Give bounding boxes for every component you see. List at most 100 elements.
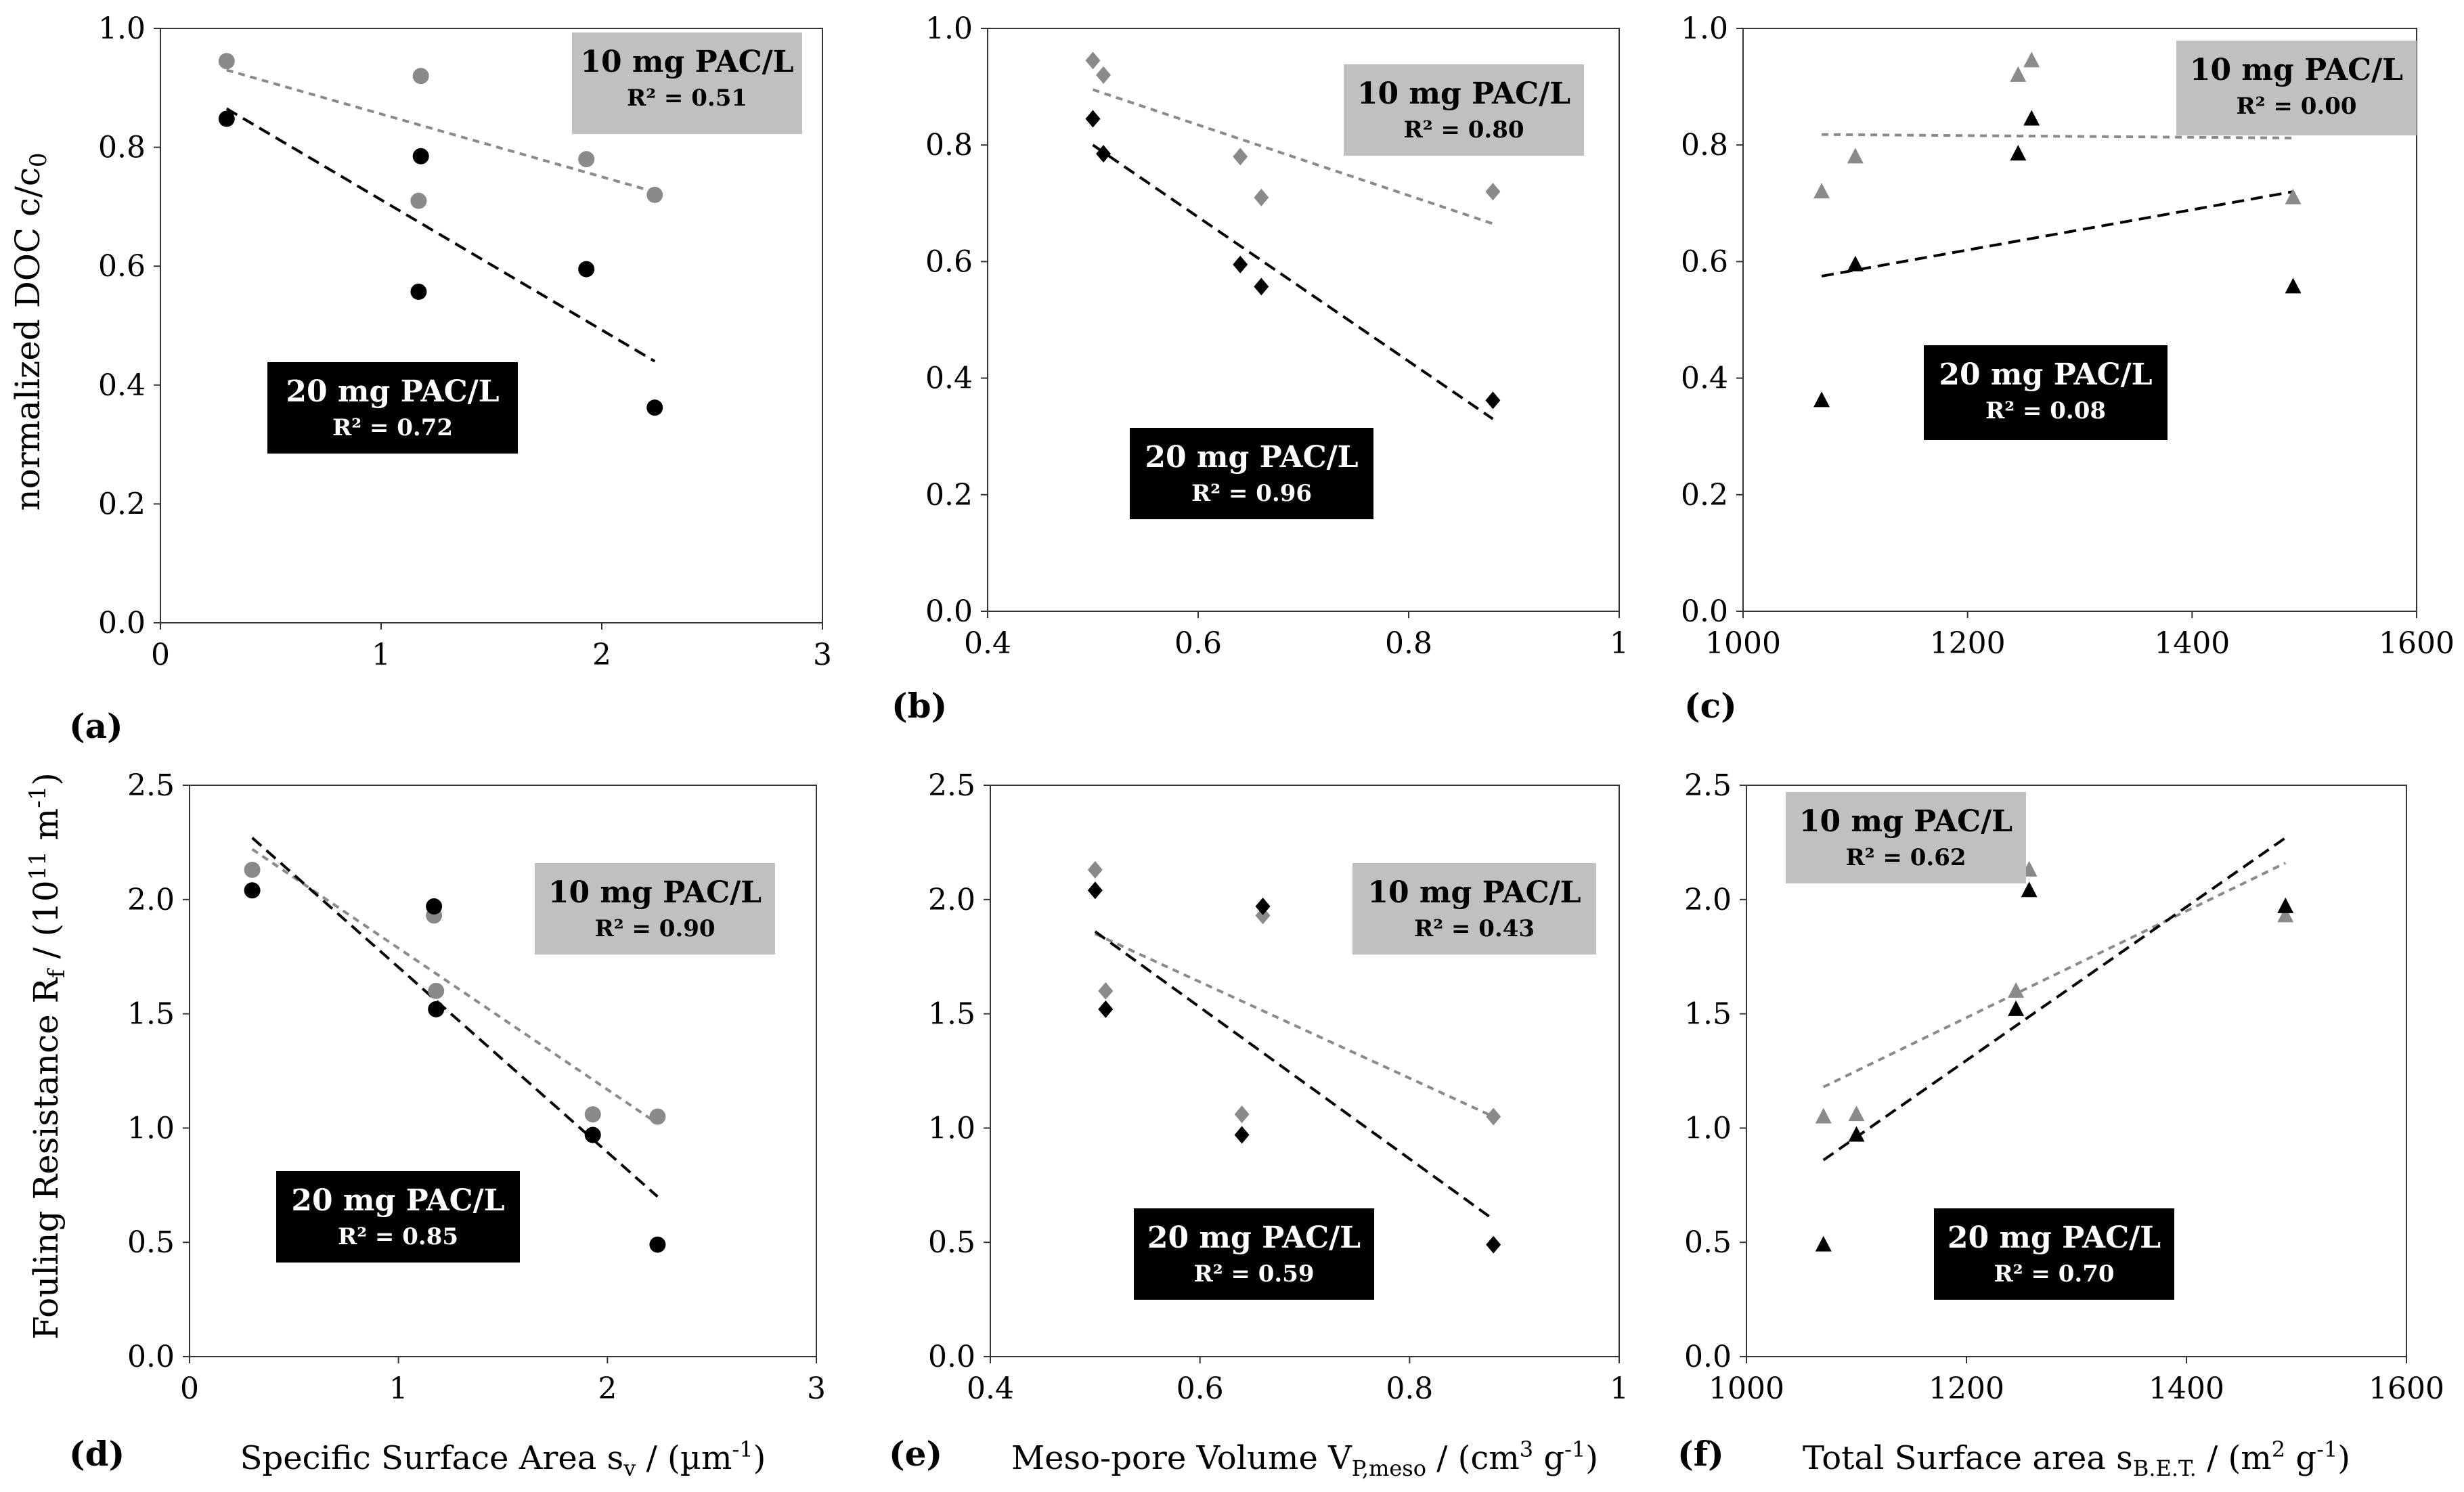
trendline-black — [1094, 930, 1495, 1221]
plot-frame — [1742, 28, 2417, 612]
trendline-black — [1092, 144, 1494, 420]
y-tick-label: 0.8 — [925, 128, 973, 162]
data-point-black — [2285, 278, 2302, 294]
panel-label-a: (a) — [69, 706, 123, 746]
annotation-r2: R² = 0.80 — [1403, 116, 1524, 144]
data-point-gray — [1815, 1107, 1832, 1124]
data-point-black — [2008, 1000, 2025, 1016]
y-tick-label: 1.0 — [928, 1111, 975, 1145]
x-tick-label: 1200 — [1930, 626, 2006, 661]
y-tick-label: 0.2 — [98, 487, 146, 521]
data-point-black — [2277, 897, 2294, 913]
annotation-box-black — [1134, 1208, 1374, 1300]
x-tick-label: 0.6 — [1176, 1372, 1224, 1406]
data-point-gray — [2010, 66, 2027, 82]
data-point-gray — [2277, 906, 2294, 923]
x-tick-label: 1600 — [2379, 626, 2455, 661]
panel-e: 0.0 0.5 1.0 1.5 2.0 2.5 0.4 0.6 0.8 1 (e) Meso-pore… — [889, 768, 1629, 1481]
annotation-title: 10 mg PAC/L — [2190, 53, 2403, 87]
y-tick-label: 0.0 — [127, 1340, 175, 1374]
data-point-gray — [1255, 906, 1271, 925]
plot-frame — [1746, 785, 2407, 1357]
y-axis-label-bottom-end: ) — [26, 772, 66, 786]
annotation-r2: R² = 0.96 — [1191, 480, 1312, 507]
x-tick-label: 1400 — [2149, 1372, 2224, 1406]
x-tick-label: 1 — [372, 638, 391, 672]
panel-f: 0.0 0.5 1.0 1.5 2.0 2.5 1000 1200 1400 1600 (f) Tot… — [1677, 768, 2444, 1481]
annotation-r2: R² = 0.72 — [332, 414, 453, 441]
annotation-title: 10 mg PAC/L — [548, 875, 762, 910]
trendline-black — [1822, 837, 2287, 1162]
y-tick-label: 1.5 — [928, 997, 975, 1032]
x-tick-label: 1200 — [1929, 1372, 2004, 1406]
y-tick-label: 0.0 — [1684, 1340, 1732, 1374]
x-tick-label: 1000 — [1709, 1372, 1784, 1406]
panel-label-b: (b) — [892, 686, 947, 726]
annotation-box-black — [1924, 345, 2168, 440]
data-point-black — [1234, 1126, 1250, 1144]
data-point-black — [584, 1126, 601, 1143]
annotation-box-black — [276, 1171, 520, 1263]
data-point-gray — [1486, 1107, 1501, 1126]
data-point-black — [1485, 391, 1501, 410]
data-point-black — [412, 148, 429, 164]
data-point-black — [2023, 110, 2040, 126]
y-tick-label: 2.0 — [1684, 883, 1732, 917]
x-tick-label: 1400 — [2154, 626, 2230, 661]
annotation-title: 10 mg PAC/L — [1367, 875, 1581, 910]
x-tick-label: 3 — [813, 638, 832, 672]
annotation-r2: R² = 0.08 — [1985, 397, 2106, 424]
y-tick-label: 0.0 — [925, 594, 973, 629]
data-point-black — [1085, 110, 1101, 128]
y-tick-label: 0.0 — [1681, 594, 1728, 629]
y-axis-label-bottom-sub: f — [43, 968, 70, 978]
y-tick-label: 2.5 — [928, 768, 975, 803]
data-point-black — [649, 1236, 666, 1253]
trendline-black — [251, 837, 659, 1198]
y-tick-label: 0.6 — [925, 244, 973, 279]
plot-frame — [189, 785, 817, 1357]
data-point-gray — [1848, 1105, 1865, 1122]
y-axis-label-bottom-unit: m — [26, 808, 66, 851]
x-tick-label: 2 — [598, 1372, 617, 1406]
data-point-black — [2010, 145, 2027, 161]
panel-label-d: (d) — [69, 1434, 125, 1474]
y-tick-label: 0.6 — [98, 249, 146, 284]
data-point-gray — [1096, 66, 1112, 84]
trendline-gray — [1092, 88, 1494, 225]
x-tick-label: 1000 — [1705, 626, 1781, 661]
y-axis-label-bottom: Fouling Resistance Rf / (1011 m-1) — [24, 772, 70, 1340]
trendline-gray — [251, 848, 659, 1125]
data-point-black — [244, 882, 261, 899]
y-tick-label: 1.0 — [925, 12, 973, 46]
annotation-r2: R² = 0.51 — [627, 85, 747, 112]
y-tick-label: 0.5 — [127, 1225, 175, 1260]
x-tick-label: 0.8 — [1385, 626, 1432, 661]
annotation-r2: R² = 0.85 — [338, 1223, 458, 1250]
plot-frame — [990, 785, 1620, 1357]
panel-label-f: (f) — [1677, 1434, 1724, 1474]
data-point-black — [2021, 881, 2038, 898]
panel-label-c: (c) — [1684, 686, 1737, 726]
x-tick-label: 1 — [1610, 626, 1629, 661]
y-tick-label: 0.0 — [98, 606, 146, 640]
y-axis-label-bottom-sup: 11 — [24, 851, 51, 880]
y-tick-label: 0.5 — [928, 1225, 975, 1260]
data-point-gray — [2285, 188, 2302, 204]
data-point-black — [1847, 255, 1864, 271]
annotation-box-gray — [535, 863, 775, 955]
data-point-gray — [1233, 148, 1248, 166]
data-point-black — [426, 898, 443, 915]
y-axis-label-top-sub: 0 — [25, 153, 52, 168]
x-tick-label: 0 — [180, 1372, 199, 1406]
x-tick-label: 0.8 — [1386, 1372, 1433, 1406]
y-axis-label-bottom-rest: / (10 — [26, 880, 66, 969]
data-point-gray — [2023, 51, 2040, 68]
y-tick-label: 1.0 — [1681, 12, 1728, 46]
annotation-title: 20 mg PAC/L — [1147, 1221, 1361, 1255]
trendline-gray — [1094, 932, 1495, 1118]
panel-c: 0.0 0.2 0.4 0.6 0.8 1.0 1000 1200 1400 1600 (c) 10 … — [1681, 12, 2455, 726]
y-axis-label-bottom-unit-sup: -1 — [24, 786, 51, 808]
annotation-title: 20 mg PAC/L — [1145, 440, 1358, 475]
